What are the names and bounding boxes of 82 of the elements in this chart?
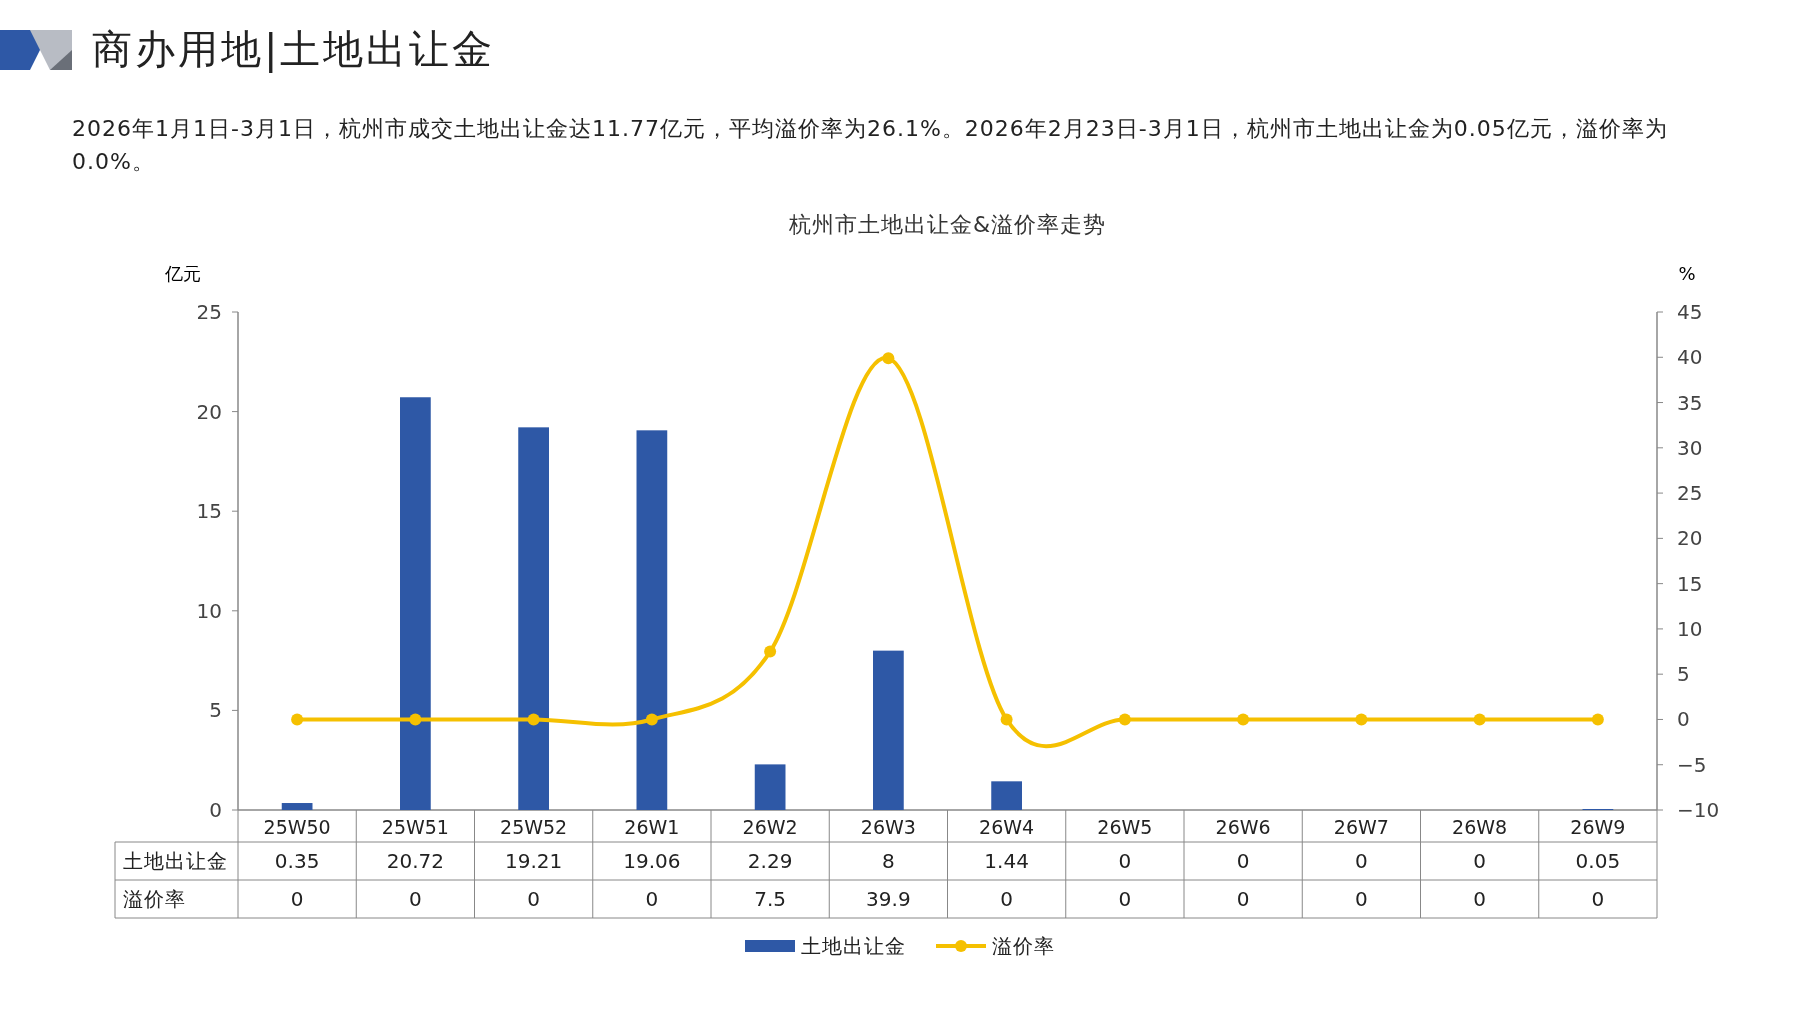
data-label: 0.05	[1575, 849, 1621, 873]
bar	[754, 764, 786, 810]
y2-tick-label: 25	[1677, 481, 1703, 506]
point	[1237, 713, 1250, 726]
x-tick-label: 25W50	[263, 816, 331, 838]
point	[1473, 713, 1486, 726]
point	[1118, 713, 1131, 726]
point	[882, 352, 895, 365]
y2-tick-label: 20	[1677, 526, 1703, 551]
data-label: 0	[1355, 887, 1368, 911]
data-label: 0	[1473, 887, 1486, 911]
data-label: 0	[1591, 887, 1605, 911]
point	[409, 713, 422, 726]
data-label: 0	[1118, 849, 1132, 873]
y-axis-title: 亿元	[164, 263, 201, 284]
bar	[636, 430, 668, 810]
y2-tick-label: 35	[1677, 390, 1703, 415]
data-label: 0	[1000, 887, 1013, 911]
x-tick-label: 25W52	[500, 816, 568, 838]
y2-tick-label: 10	[1677, 616, 1703, 641]
point	[764, 645, 777, 658]
data-label: 0	[290, 887, 304, 911]
x-tick-label: 26W5	[1097, 816, 1153, 838]
data-label: 0	[409, 887, 422, 911]
y2-axis-title: %	[1678, 263, 1696, 284]
y2-tick-label: 0	[1677, 707, 1690, 732]
y2-tick-label: −10	[1677, 798, 1720, 822]
point	[1355, 713, 1368, 726]
text: 商办用地|土地出让金	[92, 25, 496, 75]
bar	[518, 427, 549, 810]
data-label: 0	[1118, 887, 1132, 911]
chart-title: 杭州市土地出让金&溢价率走势	[787, 212, 1107, 237]
legend-label: 土地出让金	[801, 934, 906, 958]
y-tick-label: 5	[209, 698, 222, 723]
x-tick-label: 26W7	[1333, 816, 1389, 838]
y-tick-label: 10	[196, 598, 222, 623]
data-label: 8	[882, 849, 895, 873]
x-tick-label: 25W51	[381, 816, 449, 838]
data-label: 20.72	[386, 849, 445, 873]
x-tick-label: 26W3	[860, 816, 916, 838]
text: 2026年1月1日-3月1日，杭州市成交土地出让金达11.77亿元，平均溢价率为26.1%。2026年2月23日-3月1日，杭州市土地出让金为0.05亿元，溢价率为0.0%。	[72, 115, 1669, 176]
x-tick-label: 26W6	[1215, 816, 1271, 838]
point	[1591, 713, 1604, 726]
data-label: 7.5	[754, 887, 787, 911]
data-label: 0	[1473, 849, 1486, 873]
y-tick-label: 15	[196, 499, 222, 524]
text: 土地出让金	[123, 849, 228, 873]
y-tick-label: 25	[196, 300, 222, 324]
y2-tick-label: 40	[1677, 345, 1703, 370]
point	[1000, 713, 1013, 726]
point	[645, 713, 658, 726]
bar	[400, 397, 431, 810]
data-label: 19.21	[504, 849, 563, 873]
x-tick-label: 26W2	[742, 816, 798, 838]
y2-tick-label: 15	[1677, 571, 1703, 596]
data-label: 0	[1236, 887, 1250, 911]
y2-tick-label: 45	[1677, 300, 1703, 324]
data-label: 19.06	[623, 849, 681, 873]
y2-tick-label: 5	[1677, 662, 1690, 687]
data-label: 0	[1355, 849, 1368, 873]
data-label: 0	[645, 887, 659, 911]
y-tick-label: 0	[209, 798, 222, 822]
y2-tick-label: 30	[1677, 435, 1703, 460]
text: 溢价率	[123, 887, 186, 911]
data-label: 0	[1236, 849, 1250, 873]
x-tick-label: 26W8	[1452, 816, 1508, 838]
x-tick-label: 26W1	[624, 816, 680, 838]
data-label: 2.29	[747, 849, 793, 873]
bar	[873, 650, 904, 810]
point	[527, 713, 540, 726]
data-label: 0	[527, 887, 540, 911]
bar	[281, 803, 313, 810]
data-label: 0.35	[274, 849, 320, 873]
y2-tick-label: −5	[1677, 752, 1707, 777]
x-tick-label: 26W4	[979, 816, 1035, 838]
data-label: 39.9	[866, 887, 911, 911]
bar	[991, 781, 1022, 810]
data-label: 1.44	[984, 849, 1029, 873]
legend-label: 溢价率	[992, 934, 1055, 958]
y-tick-label: 20	[196, 399, 222, 424]
x-tick-label: 26W9	[1570, 816, 1626, 838]
point	[291, 713, 304, 726]
